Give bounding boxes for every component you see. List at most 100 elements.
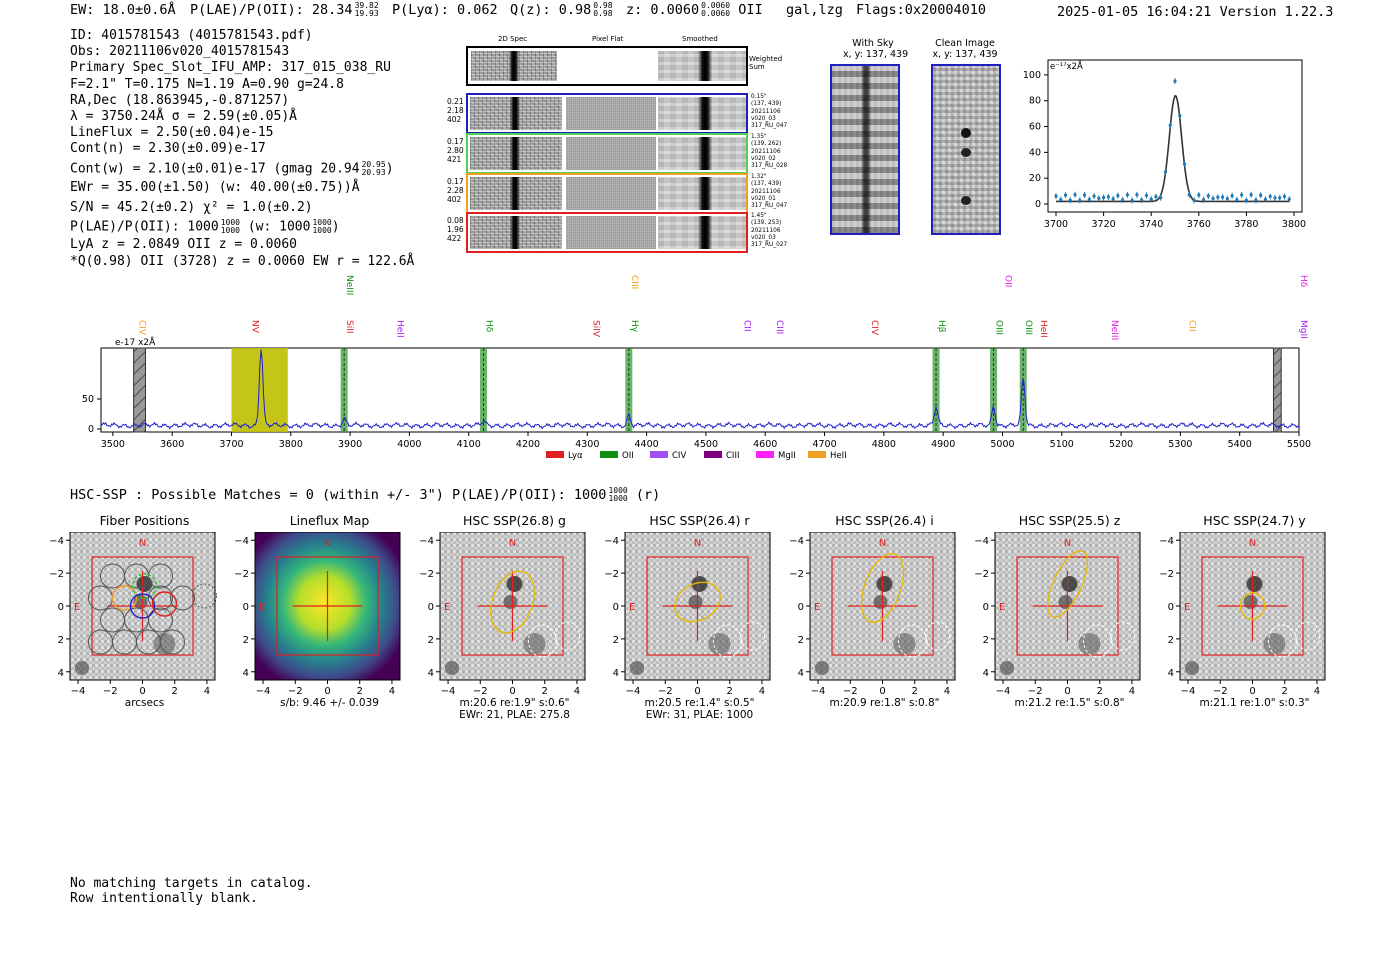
svg-text:Hγ: Hγ [629, 320, 639, 333]
caption-line1: arcsecs [124, 697, 165, 709]
zoom-data-point [1197, 193, 1201, 197]
fiber-meta: 317_RU_027 [751, 242, 788, 249]
fiber-4-stats: 0.08 1.96 422 [447, 216, 464, 243]
masked-region [1272, 347, 1282, 433]
hsc-xtick: 4 [1129, 686, 1135, 697]
weighted-sum-strip [466, 46, 748, 86]
hsc-xtick: −2 [1213, 686, 1228, 697]
svg-text:CIII: CIII [774, 320, 784, 334]
zoom-data-point [1273, 196, 1277, 200]
fiber-stat: 421 [447, 155, 462, 164]
legend-swatch [600, 451, 618, 458]
zoom-data-point [1216, 195, 1220, 199]
lya-window-highlight [231, 348, 288, 432]
fiber-circle [160, 629, 185, 655]
hsc-panel-6: N E −4 4 −2 2 0 0 2 −2 4 −4 [975, 532, 1141, 697]
zoom-data-point [1106, 195, 1110, 199]
source-ellipse [490, 570, 535, 634]
fiber-meta: v020_03 [751, 234, 776, 241]
zoom-data-point [1249, 193, 1253, 197]
hsc-ytick: −4 [790, 536, 804, 547]
aperture-box [461, 556, 564, 656]
zoom-data-point [1168, 123, 1172, 127]
header-plya: P(Lyα): 0.062 [392, 2, 498, 18]
fiber-stat: 2.18 [447, 106, 464, 115]
header-z: z: 0.0060 0.0060 0.0060 OII [626, 1, 763, 19]
svg-text:CII: CII [1186, 320, 1196, 332]
hsc-xtick: 0 [509, 686, 515, 697]
hsc-ytick: 4 [613, 668, 619, 679]
fiber-meta: (139, 262) [751, 141, 782, 148]
east-label: E [74, 602, 80, 613]
hsc-xtick: 2 [727, 686, 733, 697]
caption-line2: EWr: 31, PLAE: 1000 [645, 709, 754, 721]
north-label: N [324, 538, 331, 549]
hsc-panel-2: N E −4 4 −2 2 0 0 2 −2 4 −4 [235, 532, 401, 697]
fiber-meta: (137, 439) [751, 181, 782, 188]
line-label: CIV [869, 320, 879, 336]
fiber-meta: 317_RU_047 [751, 203, 788, 210]
line-label: SiIV [590, 320, 600, 338]
neighbor-ellipse [1110, 621, 1135, 651]
header-class: gal,lzg [786, 2, 843, 18]
svg-text:CII: CII [742, 320, 752, 332]
fiber-circle [148, 585, 173, 611]
zoom-ytick: 0 [1035, 199, 1041, 210]
fiber-stat: 402 [447, 115, 462, 124]
hsc-panel-caption: s/b: 9.46 +/- 0.039 [227, 697, 432, 709]
line-label: OIII [1023, 320, 1033, 335]
hsc-xtick: −2 [843, 686, 858, 697]
fiber-meta: 317_RU_028 [751, 163, 788, 170]
spectrum-xtick: 4100 [457, 439, 481, 450]
zoom-ytick: 80 [1029, 96, 1041, 107]
zoom-data-point [1087, 197, 1091, 202]
zoom-xtick: 3780 [1234, 219, 1258, 230]
fiber-meta: 1.32" [751, 174, 767, 180]
hsc-xtick: 4 [204, 686, 210, 697]
spectrum-xtick: 5500 [1287, 439, 1311, 450]
zoom-xtick: 3760 [1187, 219, 1211, 230]
spectrum-ytick: 50 [82, 394, 94, 405]
caption-line1: s/b: 9.46 +/- 0.039 [280, 697, 379, 709]
fiber-stat: 2.28 [447, 186, 464, 195]
header-flags: Flags:0x20004010 [856, 2, 987, 18]
hsc-xtick: 2 [542, 686, 548, 697]
spectrum-xtick: 5300 [1168, 439, 1192, 450]
zoom-data-point [1059, 197, 1063, 202]
hsc-xtick: −2 [288, 686, 303, 697]
caption-line1: m:20.5 re:1.4" s:0.5" [644, 697, 755, 709]
info-id: ID: 4015781543 (4015781543.pdf) [70, 28, 313, 43]
info-sn: S/N = 45.2(±0.2) χ² = 1.0(±0.2) [70, 199, 313, 215]
zoom-data-point [1154, 195, 1158, 199]
svg-text:SiII: SiII [344, 320, 354, 334]
hsc-panel-caption: m:21.1 re:1.0" s:0.3" [1152, 697, 1357, 709]
spectrum-xtick: 5100 [1050, 439, 1074, 450]
east-label: E [629, 602, 635, 613]
info-primary: Primary Spec_Slot_IFU_AMP: 317_015_038_R… [70, 60, 391, 76]
hsc-ytick: 4 [798, 668, 804, 679]
fiber-stat: 0.08 [447, 216, 464, 225]
hsc-xtick: 0 [1064, 686, 1070, 697]
with-sky-title: With Sky x, y: 137, 439 [843, 38, 909, 60]
fiber-stat: 2.80 [447, 146, 464, 155]
svg-text:Hβ: Hβ [936, 320, 946, 333]
legend-swatch [546, 451, 564, 458]
spectrum-xtick: 3800 [279, 439, 303, 450]
hsc-xtick: 2 [912, 686, 918, 697]
svg-text:HeII: HeII [395, 320, 405, 338]
hsc-ytick: 4 [428, 668, 434, 679]
zoom-data-point [1230, 194, 1234, 198]
hsc-ytick: 2 [58, 635, 64, 646]
north-label: N [139, 538, 146, 549]
header-timestamp: 2025-01-05 16:04:21 Version 1.22.3 [1057, 4, 1334, 20]
aperture-box [646, 556, 749, 656]
zoom-data-point [1282, 194, 1287, 199]
svg-text:Hδ: Hδ [484, 320, 494, 333]
line-label: CIV [137, 320, 147, 336]
hsc-ytick: −4 [1160, 536, 1174, 547]
zoom-data-point [1268, 194, 1272, 199]
spectrum-ylabel: e-17 x2Å [115, 336, 156, 348]
hsc-panel-caption: m:20.5 re:1.4" s:0.5" EWr: 31, PLAE: 1000 [597, 697, 802, 721]
zoom-data-point [1263, 197, 1268, 201]
spectrum-xtick: 5200 [1109, 439, 1133, 450]
